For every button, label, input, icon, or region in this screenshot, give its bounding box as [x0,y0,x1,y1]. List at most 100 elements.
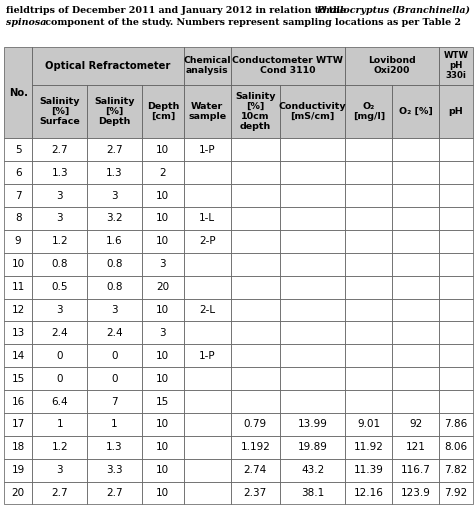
Bar [87,367,142,390]
Text: 3: 3 [56,305,63,315]
Bar [230,482,280,504]
Bar [345,344,392,367]
Bar [392,413,439,436]
Bar [87,390,142,413]
Bar [230,436,280,459]
Text: 10: 10 [156,145,169,155]
Bar [32,230,87,253]
Bar [142,436,184,459]
Bar [142,85,184,138]
Bar [4,482,32,504]
Bar [32,253,87,276]
Bar [32,482,87,504]
Text: 0.8: 0.8 [106,259,123,269]
Text: 10: 10 [156,488,169,498]
Text: 7.92: 7.92 [445,488,468,498]
Bar [345,207,392,230]
Bar [280,207,345,230]
Text: Salinity
[%]
Surface: Salinity [%] Surface [39,97,80,126]
Text: 10: 10 [156,191,169,201]
Bar [280,253,345,276]
Bar [345,253,392,276]
Text: 1: 1 [56,419,63,429]
Bar [345,184,392,207]
Bar [184,321,230,344]
Bar [392,253,439,276]
Bar [230,367,280,390]
Bar [280,344,345,367]
Bar [184,436,230,459]
Text: Phallocryptus (Branchinella): Phallocryptus (Branchinella) [316,6,470,15]
Bar [345,230,392,253]
Text: 1.3: 1.3 [52,168,68,178]
Text: 2.37: 2.37 [244,488,267,498]
Bar [184,459,230,482]
Text: 5: 5 [15,145,21,155]
Bar [230,413,280,436]
Text: Optical Refractometer: Optical Refractometer [46,61,171,71]
Bar [280,459,345,482]
Bar [439,459,473,482]
Bar [4,161,32,184]
Bar [345,482,392,504]
Text: 116.7: 116.7 [401,465,431,475]
Bar [230,230,280,253]
Text: Chemical
analysis: Chemical analysis [183,56,231,76]
Text: Water
sample: Water sample [188,102,226,121]
Text: 10: 10 [156,465,169,475]
Text: 38.1: 38.1 [301,488,324,498]
Text: Depth
[cm]: Depth [cm] [146,102,179,121]
Bar [392,230,439,253]
Bar [32,413,87,436]
Bar [142,161,184,184]
Bar [345,85,392,138]
Text: 15: 15 [156,396,169,407]
Bar [184,230,230,253]
Text: 7: 7 [111,396,118,407]
Text: 2.7: 2.7 [106,145,123,155]
Bar [345,413,392,436]
Bar [392,85,439,138]
Bar [230,138,280,161]
Bar [87,413,142,436]
Bar [87,85,142,138]
Text: 14: 14 [11,351,25,361]
Bar [32,138,87,161]
Bar [142,253,184,276]
Bar [230,390,280,413]
Bar [392,184,439,207]
Bar [184,85,230,138]
Bar [439,276,473,299]
Text: 3: 3 [56,213,63,224]
Text: 1.3: 1.3 [106,442,123,452]
Bar [392,321,439,344]
Bar [392,138,439,161]
Bar [4,299,32,321]
Bar [184,207,230,230]
Bar [280,276,345,299]
Bar [280,390,345,413]
Text: 12.16: 12.16 [354,488,384,498]
Bar [345,47,439,85]
Bar [87,482,142,504]
Bar [345,321,392,344]
Text: 0: 0 [56,351,63,361]
Text: 1-P: 1-P [199,145,216,155]
Bar [184,367,230,390]
Text: 20: 20 [11,488,25,498]
Bar [439,482,473,504]
Bar [87,253,142,276]
Bar [87,344,142,367]
Bar [32,367,87,390]
Bar [439,47,473,85]
Bar [439,138,473,161]
Text: 92: 92 [409,419,422,429]
Bar [439,367,473,390]
Text: 19.89: 19.89 [298,442,328,452]
Bar [142,299,184,321]
Bar [345,138,392,161]
Bar [87,459,142,482]
Text: Salinity
[%]
10cm
depth: Salinity [%] 10cm depth [235,92,275,131]
Text: 121: 121 [406,442,426,452]
Text: 17: 17 [11,419,25,429]
